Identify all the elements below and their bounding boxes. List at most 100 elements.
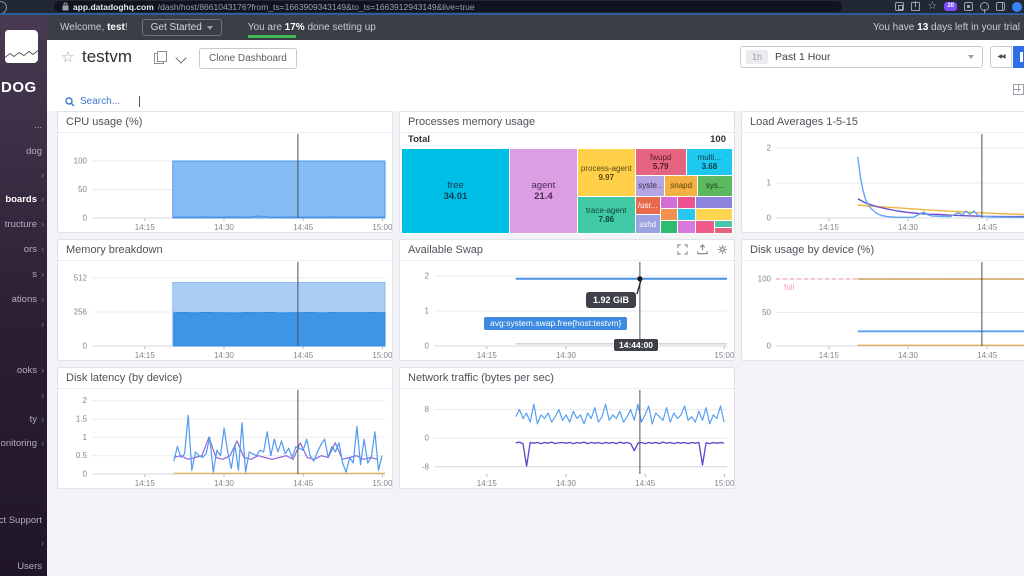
sidebar-item-tructure[interactable]: tructure	[4, 219, 37, 230]
treemap-cell-traceagent[interactable]: trace-agent 7.86	[577, 197, 635, 233]
treemap-cell-small[interactable]	[695, 196, 732, 209]
svg-text:14:15: 14:15	[135, 479, 156, 488]
url-path: /dash/host/8661043176?from_ts=1663909343…	[157, 1, 475, 12]
svg-text:14:30: 14:30	[214, 351, 235, 360]
datadog-topbar: Welcome, test! Get Started You are 17% d…	[47, 15, 1024, 40]
svg-text:14:15: 14:15	[135, 223, 156, 232]
svg-text:0: 0	[425, 342, 430, 351]
treemap-cell-small[interactable]	[678, 196, 695, 209]
treemap-cell-sshd[interactable]: sshd	[635, 215, 660, 233]
svg-text:14:30: 14:30	[214, 223, 235, 232]
treemap-cell-free[interactable]: free 34.01	[402, 149, 509, 233]
svg-text:0: 0	[767, 342, 772, 351]
treemap-cell-snapd[interactable]: snapd	[665, 175, 698, 197]
cpu-svg: 0 50 100 14:15 14:30 14:45 15:00	[74, 134, 392, 232]
treemap-cell-small[interactable]	[695, 221, 714, 233]
memory-svg: 0 256 512 14:15 14:30 14:45 15:00	[74, 262, 392, 360]
chart-title: CPU usage (%)	[58, 112, 392, 133]
svg-text:8: 8	[425, 405, 430, 414]
extension-badge[interactable]: 20	[944, 2, 957, 11]
copy-icon[interactable]	[154, 51, 167, 64]
sidebar-item-boards[interactable]: boards	[5, 194, 37, 205]
sidebar-item-onitoring[interactable]: onitoring	[0, 438, 37, 449]
expand-icon[interactable]	[677, 244, 688, 255]
chevron-down-icon	[206, 25, 213, 30]
processes-treemap[interactable]: free 34.01 agent 21.4 process-agent 9.97 trace…	[402, 149, 732, 233]
card-memory-breakdown: Memory breakdown 0 256 512 14:15 14:30 14:45 1…	[57, 239, 393, 361]
sidebar: DOG ... dog › boards › tructure › ors › s › ations ›…	[0, 15, 47, 576]
sidebar-item-ty[interactable]: ty	[29, 414, 37, 425]
treemap-cell-usr[interactable]: /usr...	[635, 196, 660, 215]
tooltip-time: 14:44:00	[614, 339, 659, 351]
gear-icon[interactable]	[717, 244, 728, 255]
chevron-right-icon: ›	[41, 170, 44, 180]
disk-latency-chart[interactable]: 0 0.5 1 1.5 2 14:15 14:30 14:45 15:00	[58, 389, 392, 489]
clone-dashboard-button[interactable]: Clone Dashboard	[199, 48, 297, 69]
side-panel-icon[interactable]	[996, 2, 1005, 11]
time-range-badge: 1h	[746, 50, 769, 64]
sidebar-item-ctSupport[interactable]: ct Support	[0, 515, 42, 526]
sidebar-item-ors[interactable]: ors	[23, 244, 37, 255]
chevron-right-icon: ›	[41, 194, 44, 204]
treemap-cell-small[interactable]	[695, 209, 732, 221]
grid-layout-icon[interactable]	[1013, 84, 1024, 95]
card-cpu-usage: CPU usage (%) 0 50 100 14:15 14:30 14:45 15:00	[57, 111, 393, 233]
treemap-cell-small[interactable]	[660, 221, 678, 233]
chart-title: Network traffic (bytes per sec)	[400, 368, 734, 389]
treemap-cell-small[interactable]	[660, 196, 678, 209]
treemap-cell-small[interactable]	[678, 221, 695, 233]
favorite-star-icon[interactable]: ☆	[61, 49, 75, 66]
card-network-traffic: Network traffic (bytes per sec) -8 0 8 14:1…	[399, 367, 735, 489]
sidebar-item-s[interactable]: s	[32, 269, 37, 280]
treemap-cell-agent[interactable]: agent 21.4	[509, 149, 577, 233]
title-chevron-down-icon[interactable]	[175, 52, 187, 64]
treemap-cell-processagent[interactable]: process-agent 9.97	[577, 149, 635, 197]
treemap-cell-syste[interactable]: syste..	[635, 175, 664, 197]
chart-title: Disk latency (by device)	[58, 368, 392, 389]
treemap-cell-fwupd[interactable]: fwupd 5.79	[635, 149, 686, 176]
svg-text:0.5: 0.5	[76, 451, 88, 460]
treemap-cell-multi[interactable]: multi... 3.68	[686, 149, 732, 176]
url-bar[interactable]: app.datadoghq.com/dash/host/8661043176?f…	[54, 1, 842, 12]
treemap-cell-small[interactable]	[714, 221, 732, 228]
network-traffic-chart[interactable]: -8 0 8 14:15 14:30 14:45 15:00	[400, 389, 734, 489]
svg-text:14:30: 14:30	[898, 223, 919, 232]
rewind-button[interactable]: ◀◀	[990, 46, 1012, 68]
search-bar[interactable]: Search...	[65, 96, 141, 107]
svg-text:14:45: 14:45	[977, 351, 998, 360]
chevron-right-icon: ›	[41, 538, 44, 548]
pin-icon[interactable]	[980, 2, 989, 13]
sidebar-item-dog[interactable]: dog	[26, 146, 42, 157]
browser-profile-avatar[interactable]	[1012, 1, 1022, 12]
chevron-down-icon	[968, 55, 974, 59]
svg-text:0: 0	[767, 214, 772, 223]
get-started-button[interactable]: Get Started	[141, 19, 222, 36]
extensions-puzzle-icon[interactable]	[964, 2, 973, 11]
svg-text:100: 100	[74, 157, 88, 166]
network-svg: -8 0 8 14:15 14:30 14:45 15:00	[422, 390, 734, 488]
available-swap-chart[interactable]: 0 1 2 14:15 14:30 15:00	[400, 261, 734, 361]
bookmark-star-icon[interactable]: ☆	[927, 0, 938, 12]
translate-icon[interactable]	[895, 2, 905, 11]
sidebar-item-ooks[interactable]: ooks	[16, 365, 37, 376]
treemap-cell-small[interactable]	[678, 209, 695, 221]
svg-text:14:30: 14:30	[556, 351, 577, 360]
treemap-cell-small[interactable]	[660, 209, 678, 221]
treemap-cell-small[interactable]	[714, 227, 732, 233]
share-icon[interactable]	[911, 1, 921, 11]
treemap-cell-sys[interactable]: sys...	[698, 175, 732, 197]
export-icon[interactable]	[697, 244, 708, 255]
time-range-picker[interactable]: 1h Past 1 Hour	[740, 46, 983, 68]
svg-text:14:30: 14:30	[214, 479, 235, 488]
datadog-logo[interactable]	[5, 28, 41, 74]
chevron-right-icon: ›	[41, 414, 44, 424]
memory-breakdown-chart[interactable]: 0 256 512 14:15 14:30 14:45 15:00	[58, 261, 392, 361]
sidebar-item-item[interactable]: ...	[34, 120, 42, 131]
svg-text:1: 1	[83, 433, 88, 442]
sidebar-item-ations[interactable]: ations	[11, 294, 37, 305]
pause-button[interactable]	[1013, 46, 1024, 68]
cpu-usage-chart[interactable]: 0 50 100 14:15 14:30 14:45 15:00	[58, 133, 392, 233]
sidebar-item-Users[interactable]: Users	[17, 561, 42, 572]
